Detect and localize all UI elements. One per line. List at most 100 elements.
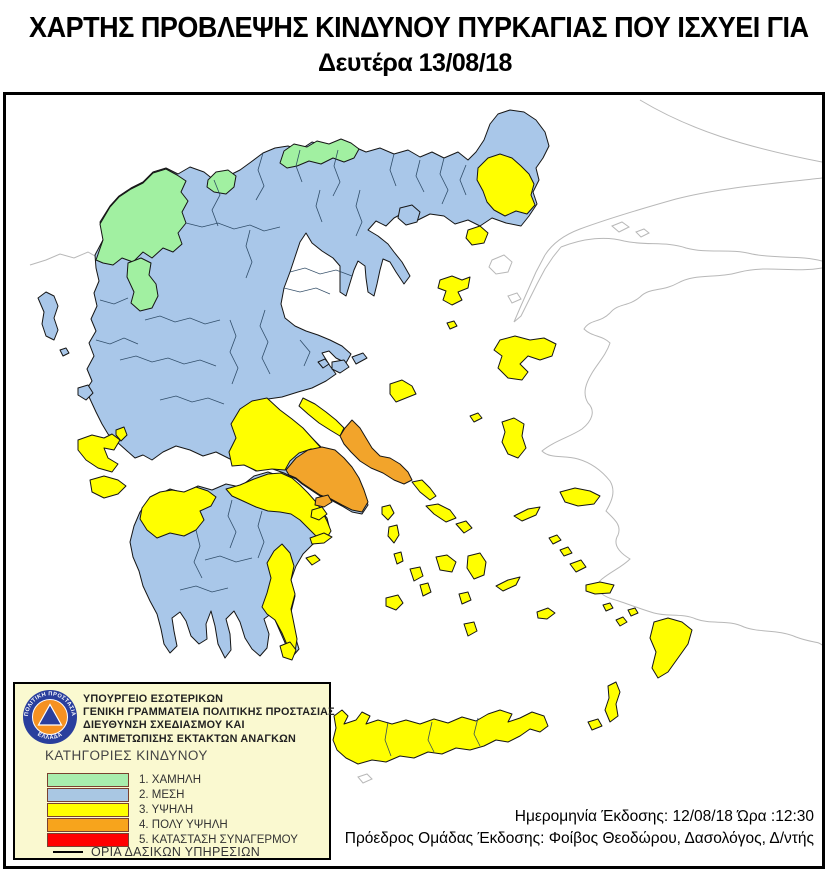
legend-rows: 1. ΧΑΜΗΛΗ 2. ΜΕΣΗ 3. ΥΨΗΛΗ 4. ΠΟΛΥ ΥΨΗΛΗ… xyxy=(47,772,298,848)
legend-row-low: 1. ΧΑΜΗΛΗ xyxy=(47,772,298,787)
low-risk-swatch xyxy=(47,772,129,787)
legend-box: ΠΟΛΙΤΙΚΗ ΠΡΟΣΤΑΣΙΑ ΕΛΛΑΔΑ ΥΠΟΥΡΓΕΙΟ ΕΣΩΤ… xyxy=(13,682,335,860)
greece-fire-risk-map xyxy=(29,99,822,784)
island-symi xyxy=(627,607,639,617)
island-aegina xyxy=(310,506,328,521)
island-tilos xyxy=(615,616,628,627)
coastline-gallipoli xyxy=(513,246,562,323)
very-high-risk-regions xyxy=(285,419,413,513)
island-hydra xyxy=(309,532,333,545)
coastline-black-sea xyxy=(639,99,822,163)
island-gavdos xyxy=(357,773,373,784)
high-risk-islands xyxy=(77,225,693,765)
legend-row-alarm: 5. ΚΑΤΑΣΤΑΣΗ ΣΥΝΑΓΕΡΜΟΥ xyxy=(47,833,298,848)
forest-boundary-label: ΟΡΙΑ ΔΑΣΙΚΩΝ ΥΠΗΡΕΣΙΩΝ xyxy=(91,845,261,859)
agency-line: ΔΙΕΥΘΥΝΣΗ ΣΧΕΔΙΑΣΜΟΥ ΚΑΙ xyxy=(83,719,245,732)
island-naxos xyxy=(466,552,487,580)
island-karpathos xyxy=(604,681,621,723)
island-kythira xyxy=(279,641,297,661)
island-nisyros xyxy=(602,602,614,612)
island-imbros xyxy=(488,254,513,275)
legend-title: ΚΑΤΗΓΟΡΙΕΣ ΚΙΝΔΥΝΟΥ xyxy=(45,748,208,763)
medium-risk-swatch xyxy=(47,787,129,802)
island-patmos xyxy=(548,534,562,545)
coastline-anatolia xyxy=(541,267,822,646)
island-ikaria xyxy=(513,506,541,522)
region-north-central xyxy=(279,138,360,169)
region-corinthia-argolis xyxy=(225,472,332,542)
island-serifos xyxy=(409,566,424,582)
agency-line: ΓΕΝΙΚΗ ΓΡΑΜΜΑΤΕΙΑ ΠΟΛΙΤΙΚΗΣ ΠΡΟΣΤΑΣΙΑΣ xyxy=(83,706,335,719)
issuance-info: Ημερομηνία Έκδοσης: 12/08/18 Ώρα :12:30 … xyxy=(345,806,814,849)
island-astypalaia xyxy=(536,607,556,620)
alarm-risk-swatch xyxy=(47,833,129,848)
very-high-risk-swatch xyxy=(47,818,129,833)
island-kalymnos xyxy=(569,559,587,573)
map-title: ΧΑΡΤΗΣ ΠΡΟΒΛΕΨΗΣ ΚΙΝΔΥΝΟΥ ΠΥΡΚΑΓΙΑΣ ΠΟΥ … xyxy=(29,12,809,44)
region-kastoria xyxy=(206,169,237,195)
island-skyros xyxy=(389,379,417,403)
island-salamis xyxy=(314,494,333,508)
medium-risk-islands xyxy=(37,204,421,401)
alarm-risk-label: 5. ΚΑΤΑΣΤΑΣΗ ΣΥΝΑΓΕΡΜΟΥ xyxy=(139,834,298,847)
region-achaia-elis xyxy=(139,486,217,539)
island-paros xyxy=(435,554,457,573)
island-ithaki xyxy=(115,426,128,442)
island-marmara-2 xyxy=(635,228,650,238)
region-grevena xyxy=(126,257,159,312)
agency-line: ΥΠΟΥΡΓΕΙΟ ΕΣΩΤΕΡΙΚΩΝ xyxy=(83,693,224,705)
island-alonissos xyxy=(351,352,368,365)
issuance-date-line: Ημερομηνία Έκδοσης: 12/08/18 Ώρα :12:30 xyxy=(514,808,814,825)
high-risk-label: 3. ΥΨΗΛΗ xyxy=(139,803,194,816)
island-psara xyxy=(469,412,483,423)
logo-text-bottom: ΕΛΛΑΔΑ xyxy=(36,732,63,742)
issuance-president-line: Πρόεδρος Ομάδας Έκδοσης: Φοίβος Θεοδώρου… xyxy=(344,829,814,847)
coastline-marmara-south xyxy=(560,237,822,262)
agency-lines: ΥΠΟΥΡΓΕΙΟ ΕΣΩΤΕΡΙΚΩΝ ΓΕΝΙΚΗ ΓΡΑΜΜΑΤΕΙΑ Π… xyxy=(83,693,335,746)
island-crete xyxy=(332,709,549,765)
island-tinos xyxy=(425,503,457,523)
legend-row-high: 3. ΥΨΗΛΗ xyxy=(47,802,298,817)
island-skiathos xyxy=(317,358,330,369)
island-amorgos xyxy=(495,576,521,592)
border-albania xyxy=(29,251,96,266)
island-rhodes xyxy=(649,617,693,679)
island-sifnos xyxy=(419,582,432,597)
boundary-line-icon xyxy=(53,851,83,853)
island-lefkada xyxy=(77,384,94,401)
island-tenedos xyxy=(507,292,522,304)
island-ios xyxy=(458,591,472,605)
island-kasos xyxy=(587,718,603,731)
low-risk-label: 1. ΧΑΜΗΛΗ xyxy=(139,773,201,786)
island-chios xyxy=(501,417,527,459)
island-santorini xyxy=(463,621,478,637)
region-phthiotis-phocis xyxy=(228,397,323,472)
island-thasos xyxy=(397,204,421,226)
region-evros xyxy=(476,153,536,217)
island-leros xyxy=(559,546,573,557)
prefecture-boundaries xyxy=(95,149,481,757)
island-paxi xyxy=(59,347,70,357)
region-west-macedonia xyxy=(95,168,189,266)
high-risk-regions xyxy=(139,153,536,653)
island-samothrace xyxy=(465,225,489,246)
very-high-risk-label: 4. ΠΟΛΥ ΥΨΗΛΗ xyxy=(139,819,228,832)
island-skopelos xyxy=(331,359,350,374)
region-attica-boeotia xyxy=(285,446,369,513)
island-zakynthos xyxy=(89,475,127,499)
island-kythnos xyxy=(387,524,400,544)
svg-text:ΕΛΛΑΔΑ: ΕΛΛΑΔΑ xyxy=(36,732,64,742)
island-corfu xyxy=(37,291,59,341)
island-kea xyxy=(381,504,395,521)
island-kefalonia xyxy=(77,433,121,473)
island-spetses xyxy=(305,554,321,566)
forest-boundary-row: ΟΡΙΑ ΔΑΣΙΚΩΝ ΥΠΗΡΕΣΙΩΝ xyxy=(53,844,260,860)
map-date: Δευτέρα 13/08/18 xyxy=(318,49,512,77)
medium-risk-label: 2. ΜΕΣΗ xyxy=(139,788,185,801)
island-mykonos xyxy=(455,520,473,534)
island-andros xyxy=(411,479,437,501)
island-kos xyxy=(585,581,615,595)
island-syros xyxy=(393,551,404,565)
island-agios-efstratios xyxy=(446,320,458,330)
